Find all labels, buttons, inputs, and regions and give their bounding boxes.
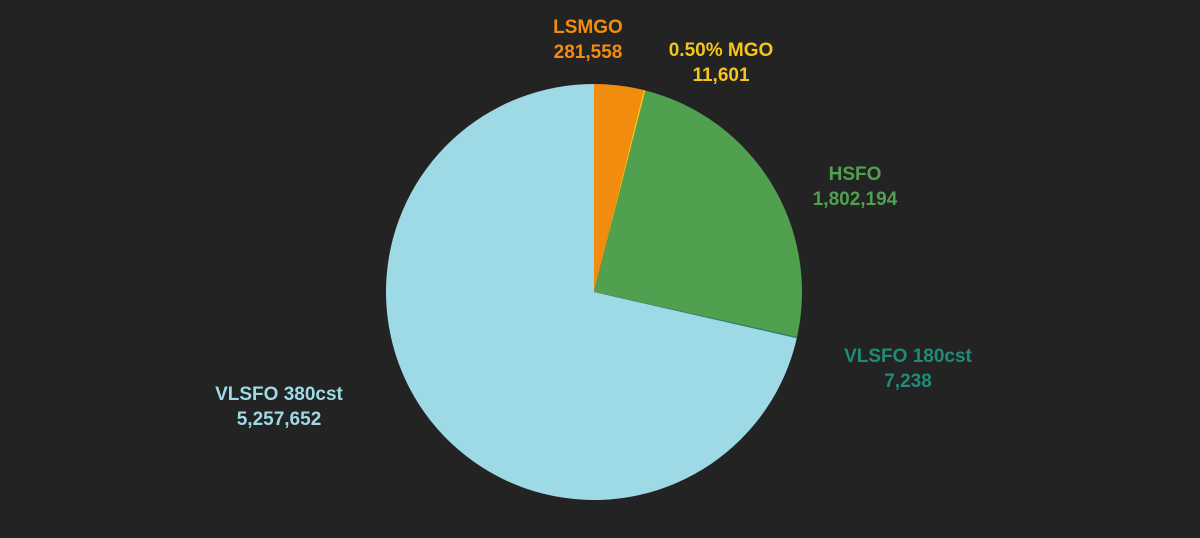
slice-label-0-50-mgo: 0.50% MGO (669, 40, 774, 61)
slice-value-vlsfo-380cst: 5,257,652 (237, 409, 322, 430)
slice-label-vlsfo-180cst: VLSFO 180cst (844, 346, 972, 367)
slice-vlsfo-180cst (594, 292, 798, 339)
slice-label-lsmgo: LSMGO (553, 17, 623, 38)
slice-value-hsfo: 1,802,194 (813, 189, 898, 210)
slice-value-vlsfo-180cst: 7,238 (884, 371, 932, 392)
slice-hsfo (594, 90, 802, 337)
slice-lsmgo (594, 84, 644, 292)
slice-label-hsfo: HSFO (829, 164, 882, 185)
slice-value-lsmgo: 281,558 (554, 42, 623, 63)
slice-label-vlsfo-380cst: VLSFO 380cst (215, 384, 343, 405)
slice-0-50-mgo (594, 89, 646, 292)
slice-value-0-50-mgo: 11,601 (692, 65, 749, 86)
slice-vlsfo-380cst (385, 84, 797, 500)
